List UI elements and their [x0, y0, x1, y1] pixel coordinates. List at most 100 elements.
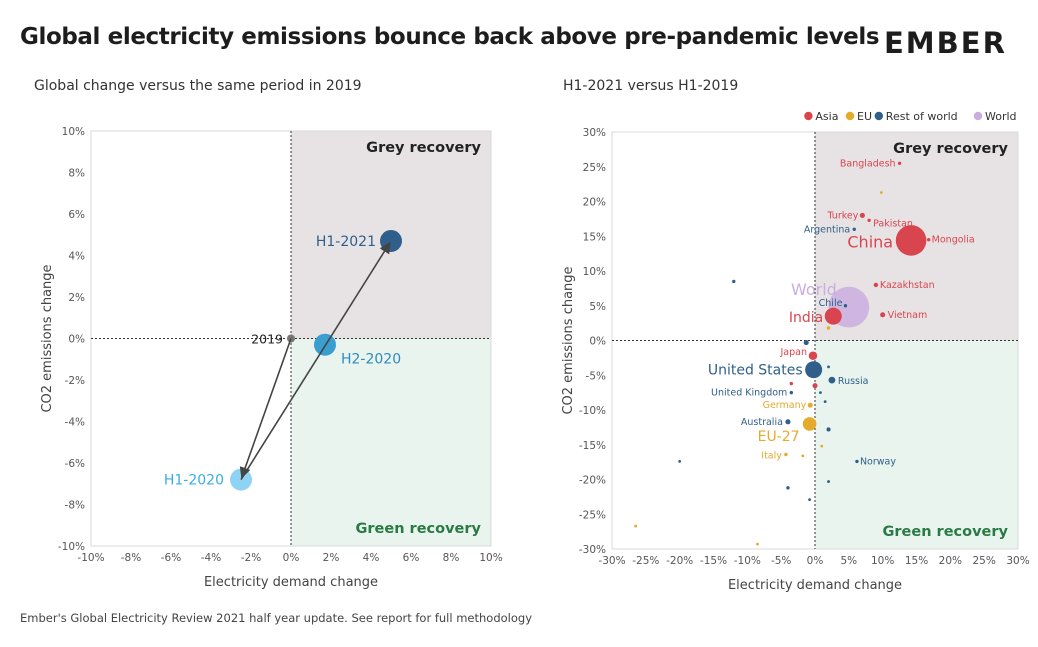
- label-2019: 2019: [251, 332, 283, 347]
- point-italy: [784, 452, 788, 457]
- arrow-h1-2020-to-h1-2021: [240, 241, 391, 481]
- label-chile: Chile: [819, 298, 843, 309]
- legend-swatch-rest-of-world: [874, 111, 883, 121]
- y-tick-label: 8%: [68, 168, 85, 180]
- point-country-eu: [801, 454, 805, 458]
- point-country-rest-of-world: [786, 486, 790, 490]
- point-japan: [808, 351, 818, 361]
- point-country-rest-of-world: [826, 427, 831, 432]
- legend-swatch-world: [973, 111, 983, 121]
- legend-item-asia: Asia: [804, 110, 838, 123]
- x-tick-label: -4%: [201, 552, 221, 564]
- x-tick-label: 2%: [323, 552, 340, 564]
- point-country-eu: [634, 524, 638, 528]
- y-tick-label: 0%: [68, 334, 85, 346]
- point-country-asia: [812, 383, 818, 389]
- label-h1-2020: H1-2020: [164, 473, 224, 489]
- x-tick-label: -20%: [666, 555, 693, 567]
- x-tick-label: 25%: [972, 555, 995, 567]
- label-kazakhstan: Kazakhstan: [880, 280, 935, 291]
- point-country-rest-of-world: [823, 400, 827, 404]
- y-tick-label: -15%: [579, 440, 606, 452]
- left-chart-title: Global change versus the same period in …: [34, 78, 362, 94]
- green-recovery-label: Green recovery: [882, 524, 1008, 540]
- y-tick-label: -10%: [58, 541, 85, 553]
- x-tick-label: -2%: [241, 552, 261, 564]
- label-australia: Australia: [741, 417, 783, 428]
- y-tick-label: -10%: [579, 405, 606, 417]
- y-tick-label: 0%: [589, 336, 606, 348]
- x-tick-label: -25%: [632, 555, 659, 567]
- label-united-kingdom: United Kingdom: [711, 388, 787, 399]
- grey-recovery-label: Grey recovery: [893, 141, 1008, 157]
- point-pakistan: [867, 218, 871, 222]
- x-tick-label: -5%: [771, 555, 791, 567]
- grey-recovery-label: Grey recovery: [366, 140, 481, 156]
- right-chart: -30% -25% -20% -15% -10% -5% 0% 5% 10% 15% 20% 25% 3…: [561, 110, 1030, 593]
- point-argentina: [852, 227, 856, 231]
- point-country-rest-of-world: [732, 279, 736, 284]
- x-tick-label: -10%: [734, 555, 761, 567]
- point-country-rest-of-world: [678, 460, 682, 463]
- x-tick-label: 4%: [363, 552, 380, 564]
- y-tick-label: -6%: [65, 458, 85, 470]
- y-tick-label: 5%: [589, 301, 606, 313]
- point-country-asia: [789, 381, 794, 386]
- point-country-eu: [826, 326, 831, 330]
- label-world: World: [791, 280, 837, 299]
- x-tick-label: -30%: [598, 555, 625, 567]
- label-turkey: Turkey: [826, 210, 858, 221]
- y-tick-label: 4%: [68, 251, 85, 263]
- point-country-rest-of-world: [808, 498, 811, 502]
- green-recovery-label: Green recovery: [355, 521, 481, 537]
- x-tick-label: -8%: [121, 552, 141, 564]
- y-tick-label: 10%: [62, 126, 85, 138]
- y-tick-label: -8%: [65, 500, 85, 512]
- label-norway: Norway: [860, 456, 896, 467]
- legend-swatch-eu: [845, 111, 855, 121]
- point-vietnam: [880, 312, 886, 318]
- y-tick-label: 20%: [583, 197, 606, 209]
- point-united-kingdom: [789, 390, 794, 395]
- point-chile: [843, 304, 848, 308]
- point-norway: [855, 459, 859, 464]
- x-tick-label: 5%: [840, 555, 857, 567]
- label-united-states: United States: [708, 363, 803, 379]
- point-country-rest-of-world: [827, 365, 830, 369]
- point-kazakhstan: [873, 282, 879, 288]
- legend-item-world: World: [973, 110, 1017, 123]
- point-country-eu: [820, 444, 824, 448]
- legend-item-eu: EU: [845, 110, 872, 123]
- y-tick-label: 25%: [583, 162, 606, 174]
- x-tick-label: -15%: [700, 555, 727, 567]
- right-chart-title: H1-2021 versus H1-2019: [563, 78, 739, 94]
- label-bangladesh: Bangladesh: [840, 158, 896, 169]
- x-tick-label: 0%: [807, 555, 824, 567]
- page-title: Global electricity emissions bounce back…: [20, 24, 880, 50]
- point-india: [824, 307, 842, 325]
- label-germany: Germany: [763, 400, 807, 411]
- legend-label-rest-of-world: Rest of world: [886, 110, 958, 123]
- x-axis-label: Electricity demand change: [204, 575, 378, 590]
- label-italy: Italy: [761, 450, 782, 461]
- y-tick-label: -20%: [579, 475, 606, 487]
- label-japan: Japan: [779, 347, 807, 358]
- y-tick-label: 10%: [583, 266, 606, 278]
- label-china: China: [847, 232, 893, 251]
- point-country-eu: [879, 191, 883, 194]
- x-tick-label: -6%: [161, 552, 181, 564]
- label-argentina: Argentina: [804, 224, 850, 235]
- point-country-eu: [756, 542, 759, 546]
- x-tick-label: 8%: [443, 552, 460, 564]
- point-united-states: [805, 361, 823, 379]
- x-tick-label: 20%: [939, 555, 962, 567]
- y-tick-label: 30%: [583, 127, 606, 139]
- x-tick-label: 10%: [479, 552, 502, 564]
- x-tick-label: 15%: [905, 555, 928, 567]
- label-india: India: [789, 310, 823, 326]
- label-h2-2020: H2-2020: [341, 352, 401, 368]
- legend-swatch-asia: [804, 111, 813, 121]
- x-tick-label: 10%: [871, 555, 894, 567]
- x-tick-label: 6%: [403, 552, 420, 564]
- legend: Asia EU Rest of world World: [804, 110, 1017, 123]
